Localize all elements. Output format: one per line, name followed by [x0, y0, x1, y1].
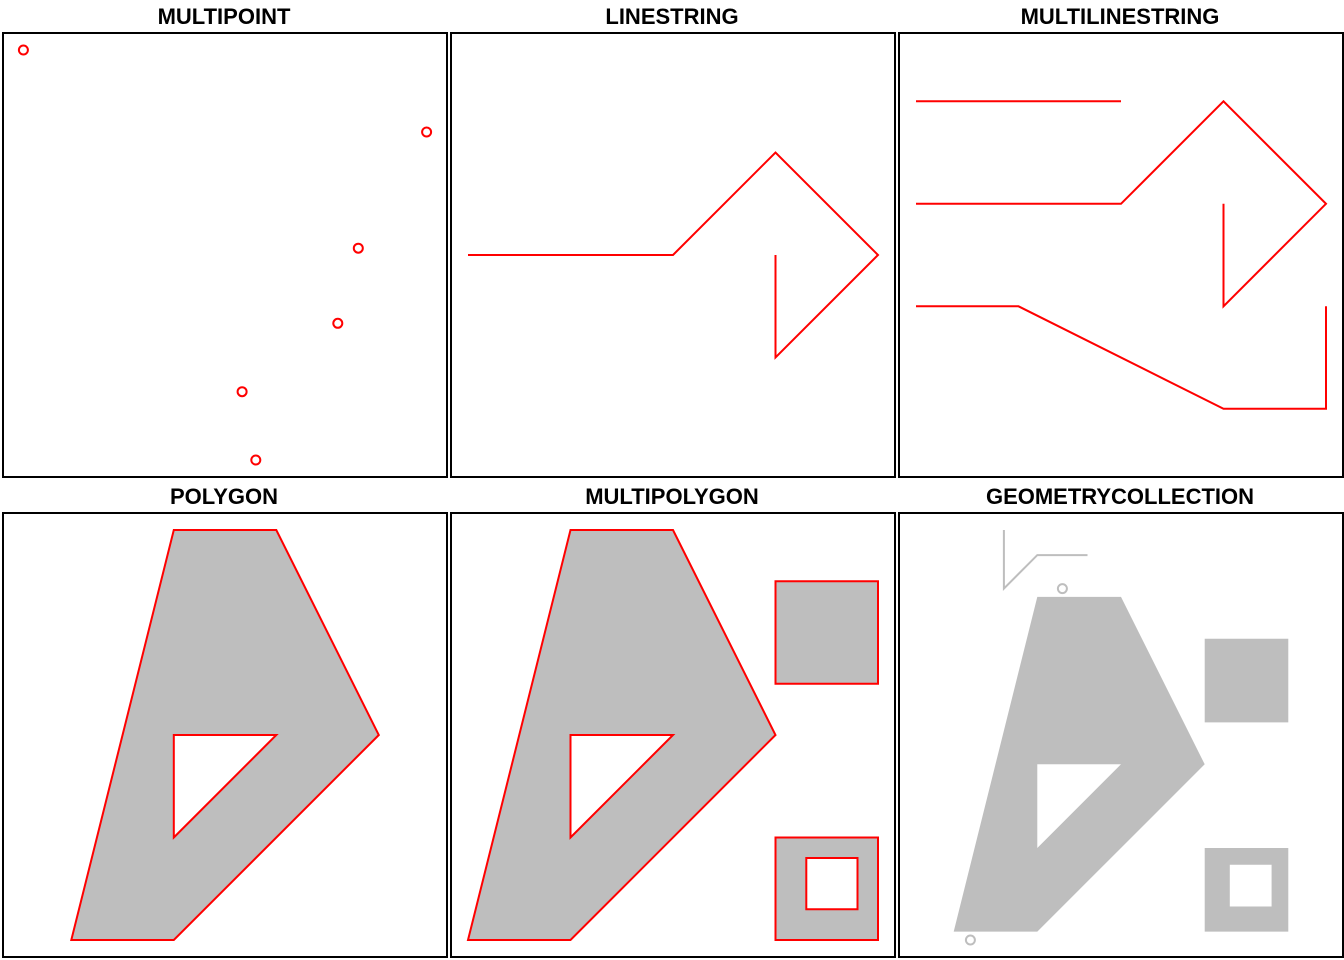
multipoint-panel [2, 32, 448, 478]
panel-title-multipolygon: MULTIPOLYGON [585, 484, 759, 509]
point-4 [421, 126, 433, 138]
point-2 [1073, 616, 1085, 628]
panel-title-geometrycollection: GEOMETRYCOLLECTION [985, 484, 1255, 509]
linestring-panel [450, 32, 896, 478]
panel-title-multilinestring: MULTILINESTRING [1020, 4, 1220, 29]
multipoint-icon [17, 44, 433, 466]
point-4 [1056, 583, 1068, 595]
panel-title-multipoint: MULTIPOINT [157, 4, 291, 29]
point-1 [1048, 624, 1060, 636]
point-0 [964, 934, 976, 946]
point-0 [17, 44, 29, 56]
panel-title-linestring: LINESTRING [605, 4, 739, 29]
polygon-1 [1204, 638, 1289, 723]
multilinestring-icon [916, 99, 1328, 410]
polygon-0 [70, 529, 381, 941]
point-3 [1073, 599, 1085, 611]
line-0 [468, 151, 880, 360]
polygon-panel [2, 512, 448, 958]
multilinestring-panel [898, 32, 1344, 478]
linestring-icon [468, 151, 880, 360]
point-2 [250, 454, 262, 466]
point-5 [332, 317, 344, 329]
polygon-icon [70, 529, 381, 941]
point-1 [236, 386, 248, 398]
panel-title-polygon: POLYGON [170, 484, 278, 509]
point-3 [352, 242, 364, 254]
polygon-1 [774, 580, 879, 685]
line-0 [916, 99, 1328, 309]
multipolygon-panel [450, 512, 896, 958]
polygon-2 [1204, 848, 1289, 932]
polygon-2 [774, 836, 879, 941]
polygon-0 [953, 596, 1205, 932]
line-0 [1002, 530, 1088, 592]
geometrycollection-icon [953, 530, 1289, 946]
geometrycollection-panel [898, 512, 1344, 958]
line-2 [916, 305, 1327, 410]
multipolygon-icon [466, 529, 879, 941]
polygon-0 [466, 529, 777, 941]
